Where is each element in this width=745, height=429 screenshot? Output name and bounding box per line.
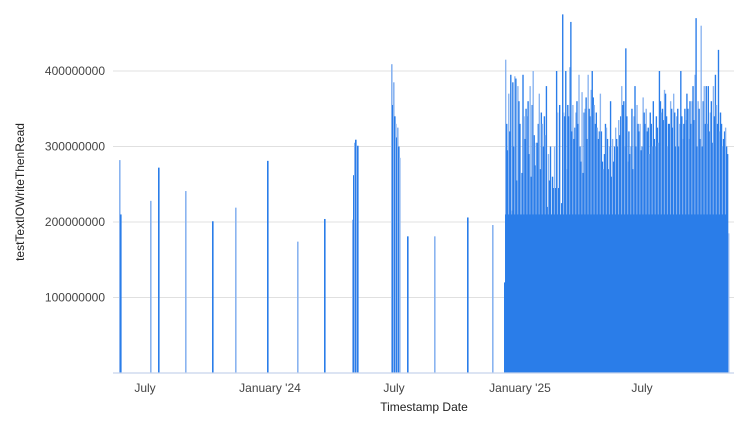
bar[interactable] xyxy=(235,207,237,373)
x-tick-label: July xyxy=(383,381,404,395)
bar[interactable] xyxy=(727,233,730,373)
bar[interactable] xyxy=(395,123,397,373)
bar[interactable] xyxy=(399,157,401,373)
x-tick-label: January '24 xyxy=(239,381,301,395)
dense-bars-fill xyxy=(505,214,728,373)
bar[interactable] xyxy=(356,146,358,374)
bar[interactable] xyxy=(393,82,395,373)
bar[interactable] xyxy=(394,116,396,374)
bar[interactable] xyxy=(150,200,152,373)
bar[interactable] xyxy=(398,146,400,374)
bar[interactable] xyxy=(562,14,564,373)
x-axis-tick-labels: July January '24 July January '25 July xyxy=(134,381,652,395)
bar[interactable] xyxy=(158,167,160,373)
bar-series[interactable] xyxy=(119,14,730,374)
bar[interactable] xyxy=(695,18,697,374)
bar[interactable] xyxy=(297,241,299,373)
bar[interactable] xyxy=(391,64,393,373)
bar[interactable] xyxy=(353,175,355,373)
bar[interactable] xyxy=(120,214,122,373)
y-tick-label: 400000000 xyxy=(45,64,105,78)
x-tick-label: January '25 xyxy=(489,381,551,395)
y-tick-label: 100000000 xyxy=(45,291,105,305)
bar[interactable] xyxy=(354,142,356,373)
y-axis-title: testTextIOWriteThenRead xyxy=(13,123,27,261)
bar[interactable] xyxy=(717,49,720,374)
x-tick-label: July xyxy=(134,381,155,395)
y-axis-tick-labels: 100000000 200000000 300000000 400000000 xyxy=(45,64,105,305)
bar[interactable] xyxy=(625,48,627,373)
bar[interactable] xyxy=(212,221,214,373)
bar[interactable] xyxy=(357,145,359,373)
y-tick-label: 200000000 xyxy=(45,215,105,229)
bar[interactable] xyxy=(504,282,506,373)
x-axis-title: Timestamp Date xyxy=(380,400,468,414)
bar[interactable] xyxy=(352,219,354,373)
bar[interactable] xyxy=(119,160,121,373)
bar[interactable] xyxy=(392,104,394,373)
y-tick-label: 300000000 xyxy=(45,140,105,154)
x-tick-label: July xyxy=(631,381,652,395)
bar[interactable] xyxy=(324,218,326,373)
bar[interactable] xyxy=(467,217,469,373)
bar[interactable] xyxy=(185,191,187,373)
bar[interactable] xyxy=(570,21,572,374)
bar[interactable] xyxy=(434,236,436,373)
bar[interactable] xyxy=(407,236,409,373)
bar[interactable] xyxy=(492,225,494,373)
bar[interactable] xyxy=(267,160,269,373)
bar[interactable] xyxy=(396,137,398,373)
bar[interactable] xyxy=(700,25,702,373)
bar[interactable] xyxy=(397,127,399,373)
bar[interactable] xyxy=(355,139,357,373)
